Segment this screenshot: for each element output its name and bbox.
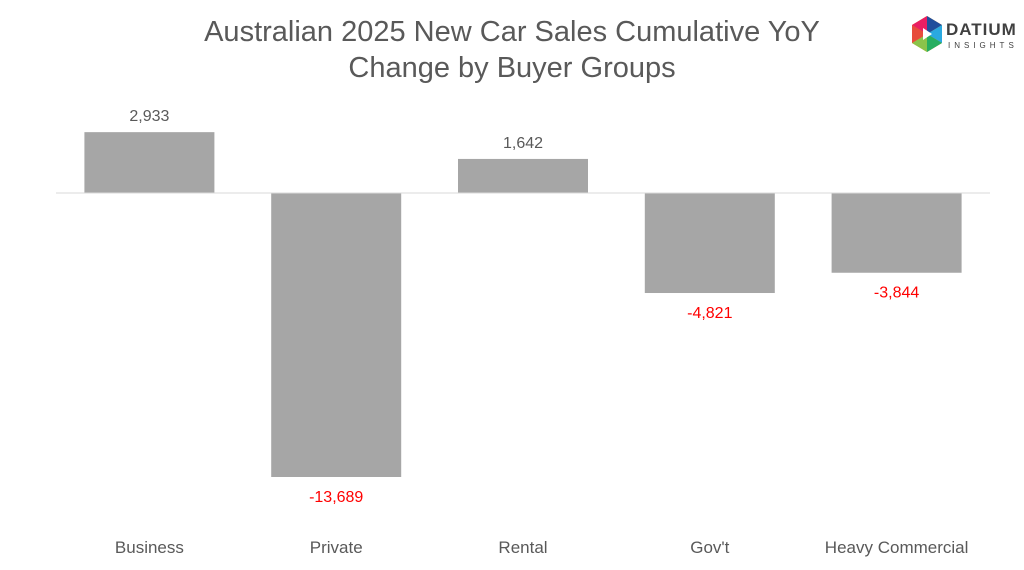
data-label: -3,844 [874, 285, 919, 302]
chart-title-line-1: Australian 2025 New Car Sales Cumulative… [204, 16, 820, 48]
data-label: 1,642 [503, 135, 543, 152]
data-label: -13,689 [309, 489, 363, 506]
chart-title: Australian 2025 New Car Sales Cumulative… [0, 14, 1024, 86]
bar-rental [458, 158, 588, 193]
data-label: 2,933 [129, 108, 169, 125]
bar-private [271, 193, 402, 477]
bar-gov-t [644, 193, 775, 294]
data-label: -4,821 [687, 305, 732, 322]
datium-insights-logo: DATIUM INSIGHTS [910, 14, 1020, 56]
bar-heavy-commercial [831, 193, 962, 273]
x-tick-label: Heavy Commercial [825, 538, 969, 557]
logo-tagline: INSIGHTS [948, 41, 1018, 50]
x-tick-label: Gov't [690, 538, 729, 557]
logo-name: DATIUM [946, 20, 1017, 39]
x-tick-label: Rental [498, 538, 547, 557]
bar-business [84, 132, 215, 193]
chart-title-line-2: Change by Buyer Groups [348, 52, 676, 84]
x-tick-label: Private [310, 538, 363, 557]
x-tick-label: Business [115, 538, 184, 557]
hexagon-logo-icon [912, 16, 942, 52]
